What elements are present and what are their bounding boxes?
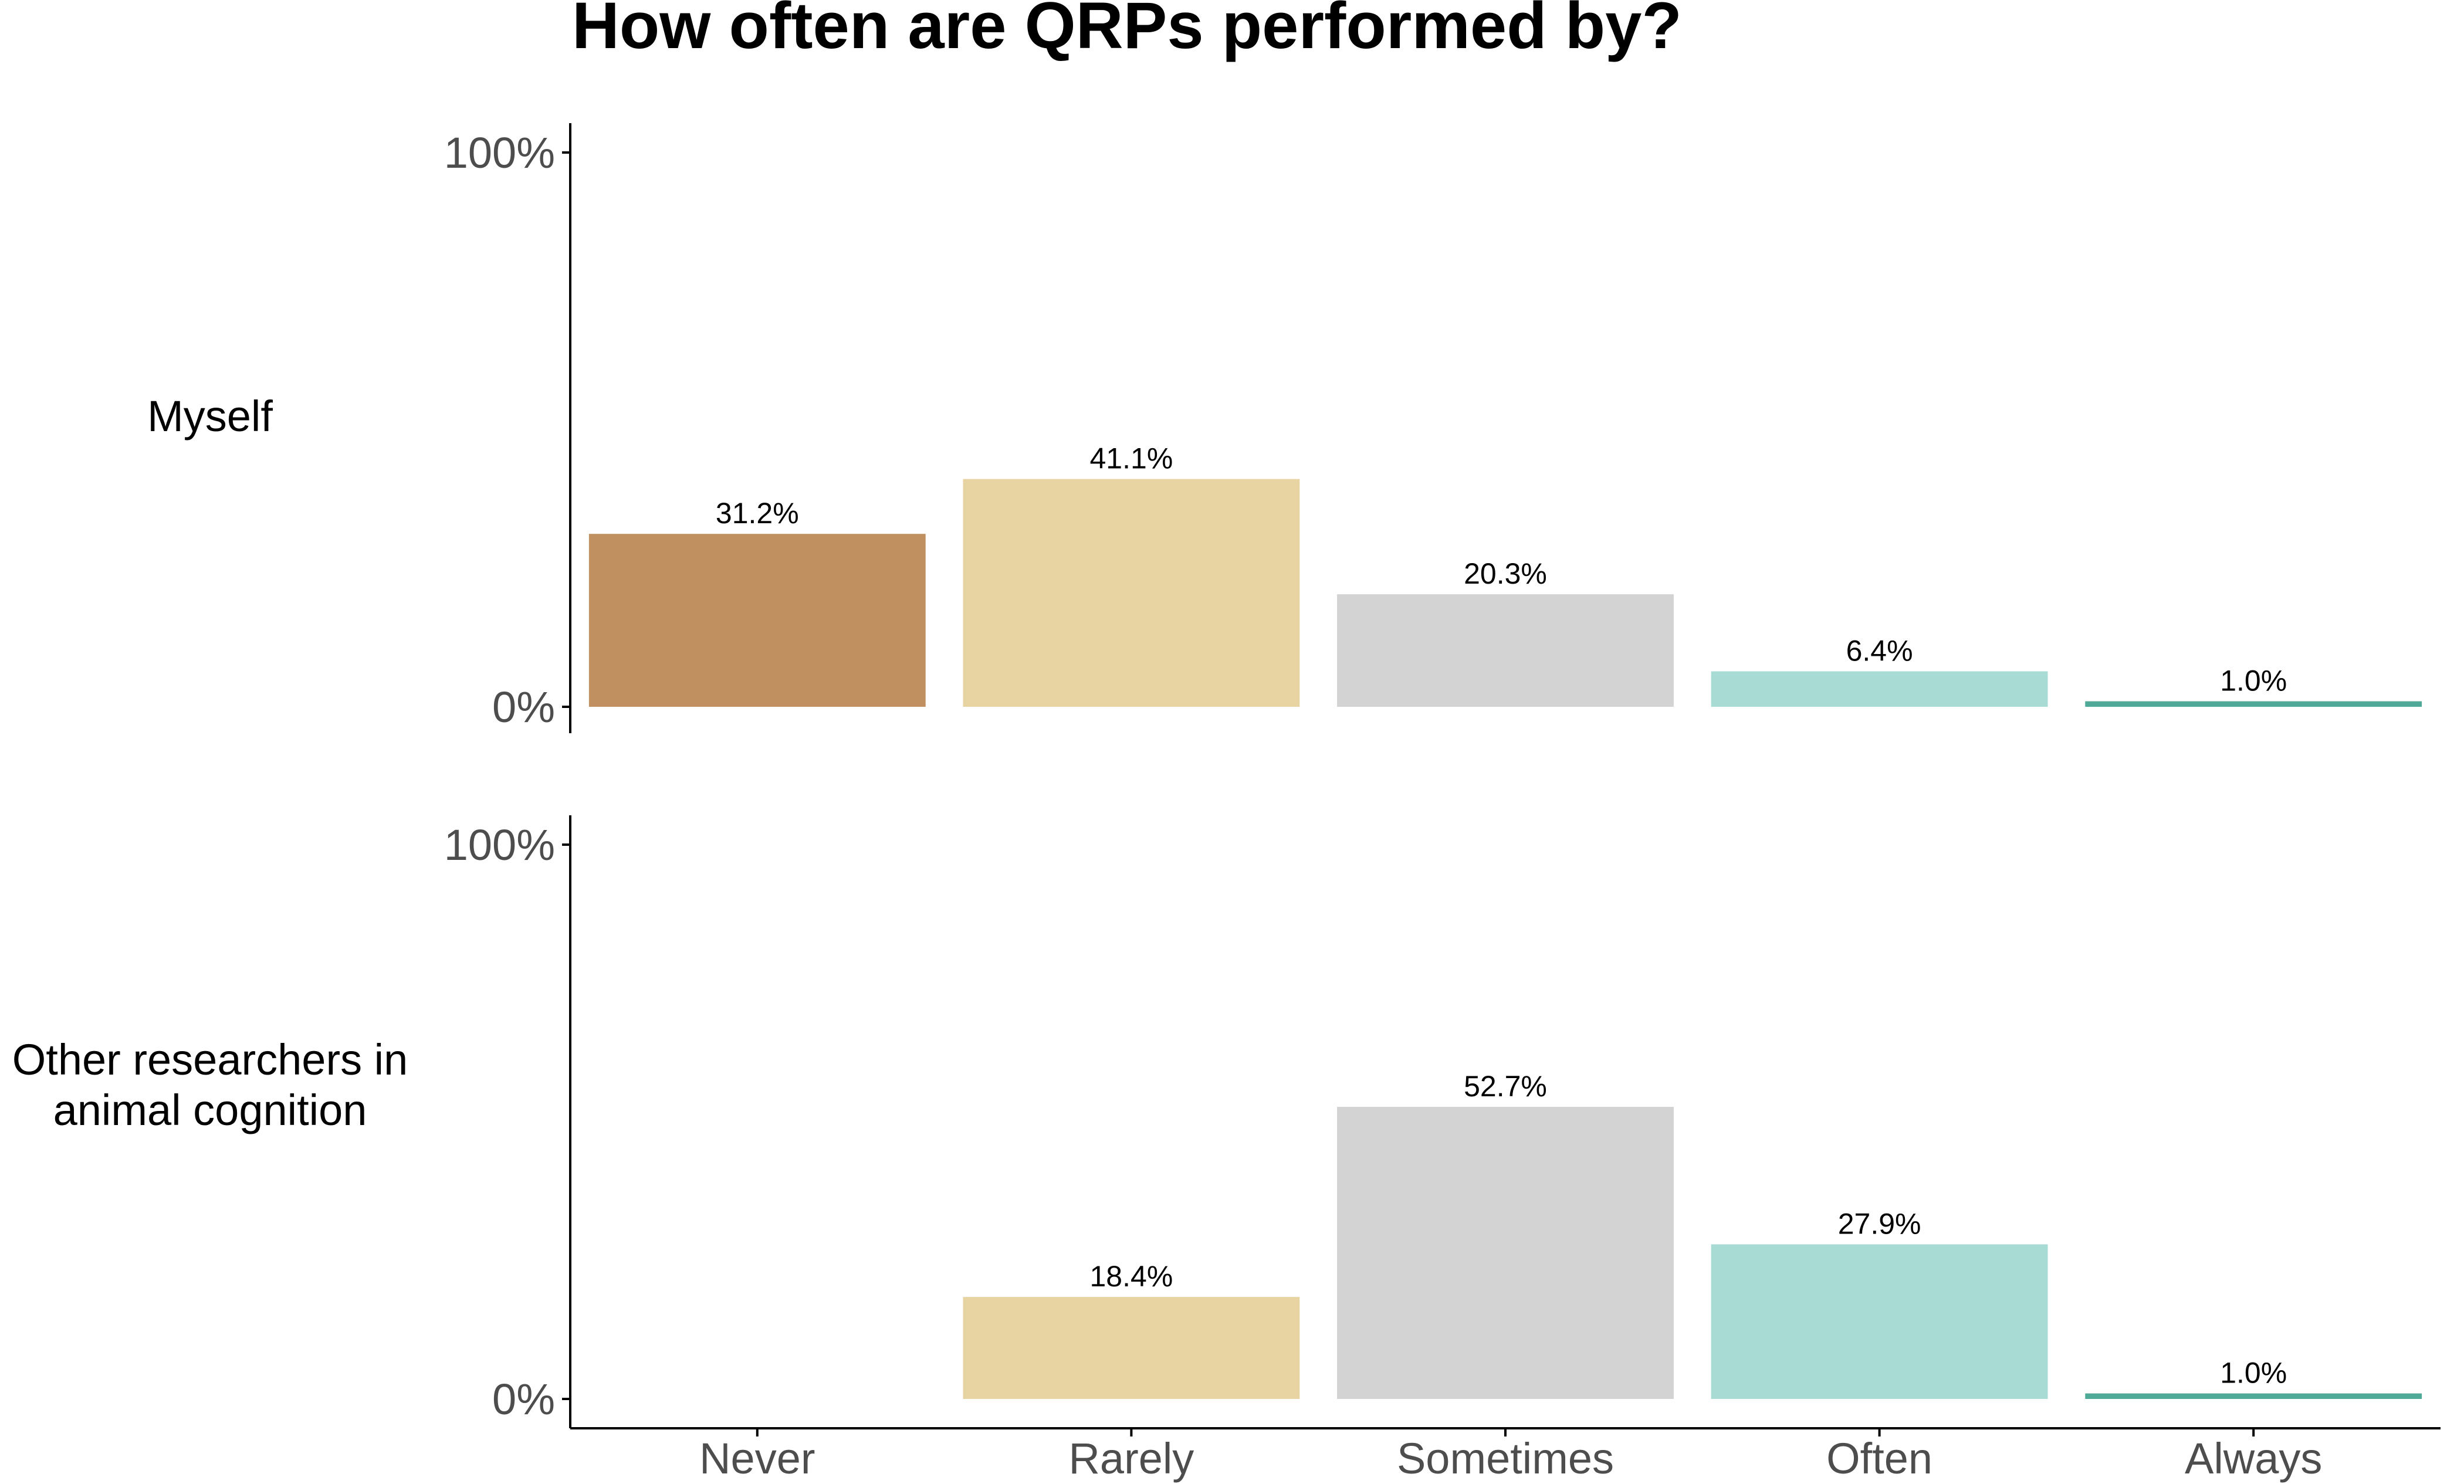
data-label: 1.0%	[2220, 1357, 2287, 1390]
x-tick-label-sometimes: Sometimes	[1397, 1434, 1614, 1483]
panels: 0% 100% Myself 31.2% 41.1% 20.3% 6.4% 1.0% 0% 100…	[12, 123, 2422, 1428]
data-label: 27.9%	[1838, 1207, 1921, 1240]
data-label: 18.4%	[1090, 1260, 1173, 1293]
y-tick-label: 100%	[444, 128, 555, 177]
data-label: 1.0%	[2220, 665, 2287, 697]
panel-label: Myself	[147, 392, 273, 441]
bar-always	[2085, 701, 2422, 707]
chart-title: How often are QRPs performed by?	[572, 0, 1682, 62]
bar-often	[1711, 671, 2048, 707]
x-tick-label-rarely: Rarely	[1068, 1434, 1194, 1483]
panel-label-line: animal cognition	[53, 1086, 367, 1134]
bar-sometimes	[1337, 1106, 1674, 1399]
bar-often	[1711, 1244, 2048, 1399]
x-axis: Never Rarely Sometimes Often Always	[570, 1427, 2441, 1483]
panel-label-line: Myself	[147, 392, 273, 441]
panel-1: 0% 100% Myself 31.2% 41.1% 20.3% 6.4% 1.0%	[147, 123, 2422, 733]
y-tick-label: 100%	[444, 821, 555, 869]
bar-sometimes	[1337, 594, 1674, 707]
x-tick-label-never: Never	[699, 1434, 815, 1483]
panel-label-line: Other researchers in	[12, 1035, 408, 1084]
bar-rarely	[963, 1297, 1300, 1399]
panel-label: Other researchers in animal cognition	[12, 1035, 408, 1134]
y-tick-label: 0%	[492, 683, 555, 731]
x-tick-label-always: Always	[2185, 1434, 2322, 1483]
bar-always	[2085, 1393, 2422, 1399]
data-label: 41.1%	[1090, 442, 1173, 475]
data-label: 52.7%	[1464, 1070, 1547, 1103]
x-tick-label-often: Often	[1826, 1434, 1932, 1483]
y-tick-label: 0%	[492, 1375, 555, 1424]
data-label: 31.2%	[716, 497, 799, 530]
bar-never	[588, 534, 926, 707]
data-label: 6.4%	[1846, 635, 1913, 668]
panel-2: 0% 100% Other researchers in animal cogniti…	[12, 815, 2422, 1428]
bar-rarely	[963, 479, 1300, 707]
data-label: 20.3%	[1464, 557, 1547, 590]
